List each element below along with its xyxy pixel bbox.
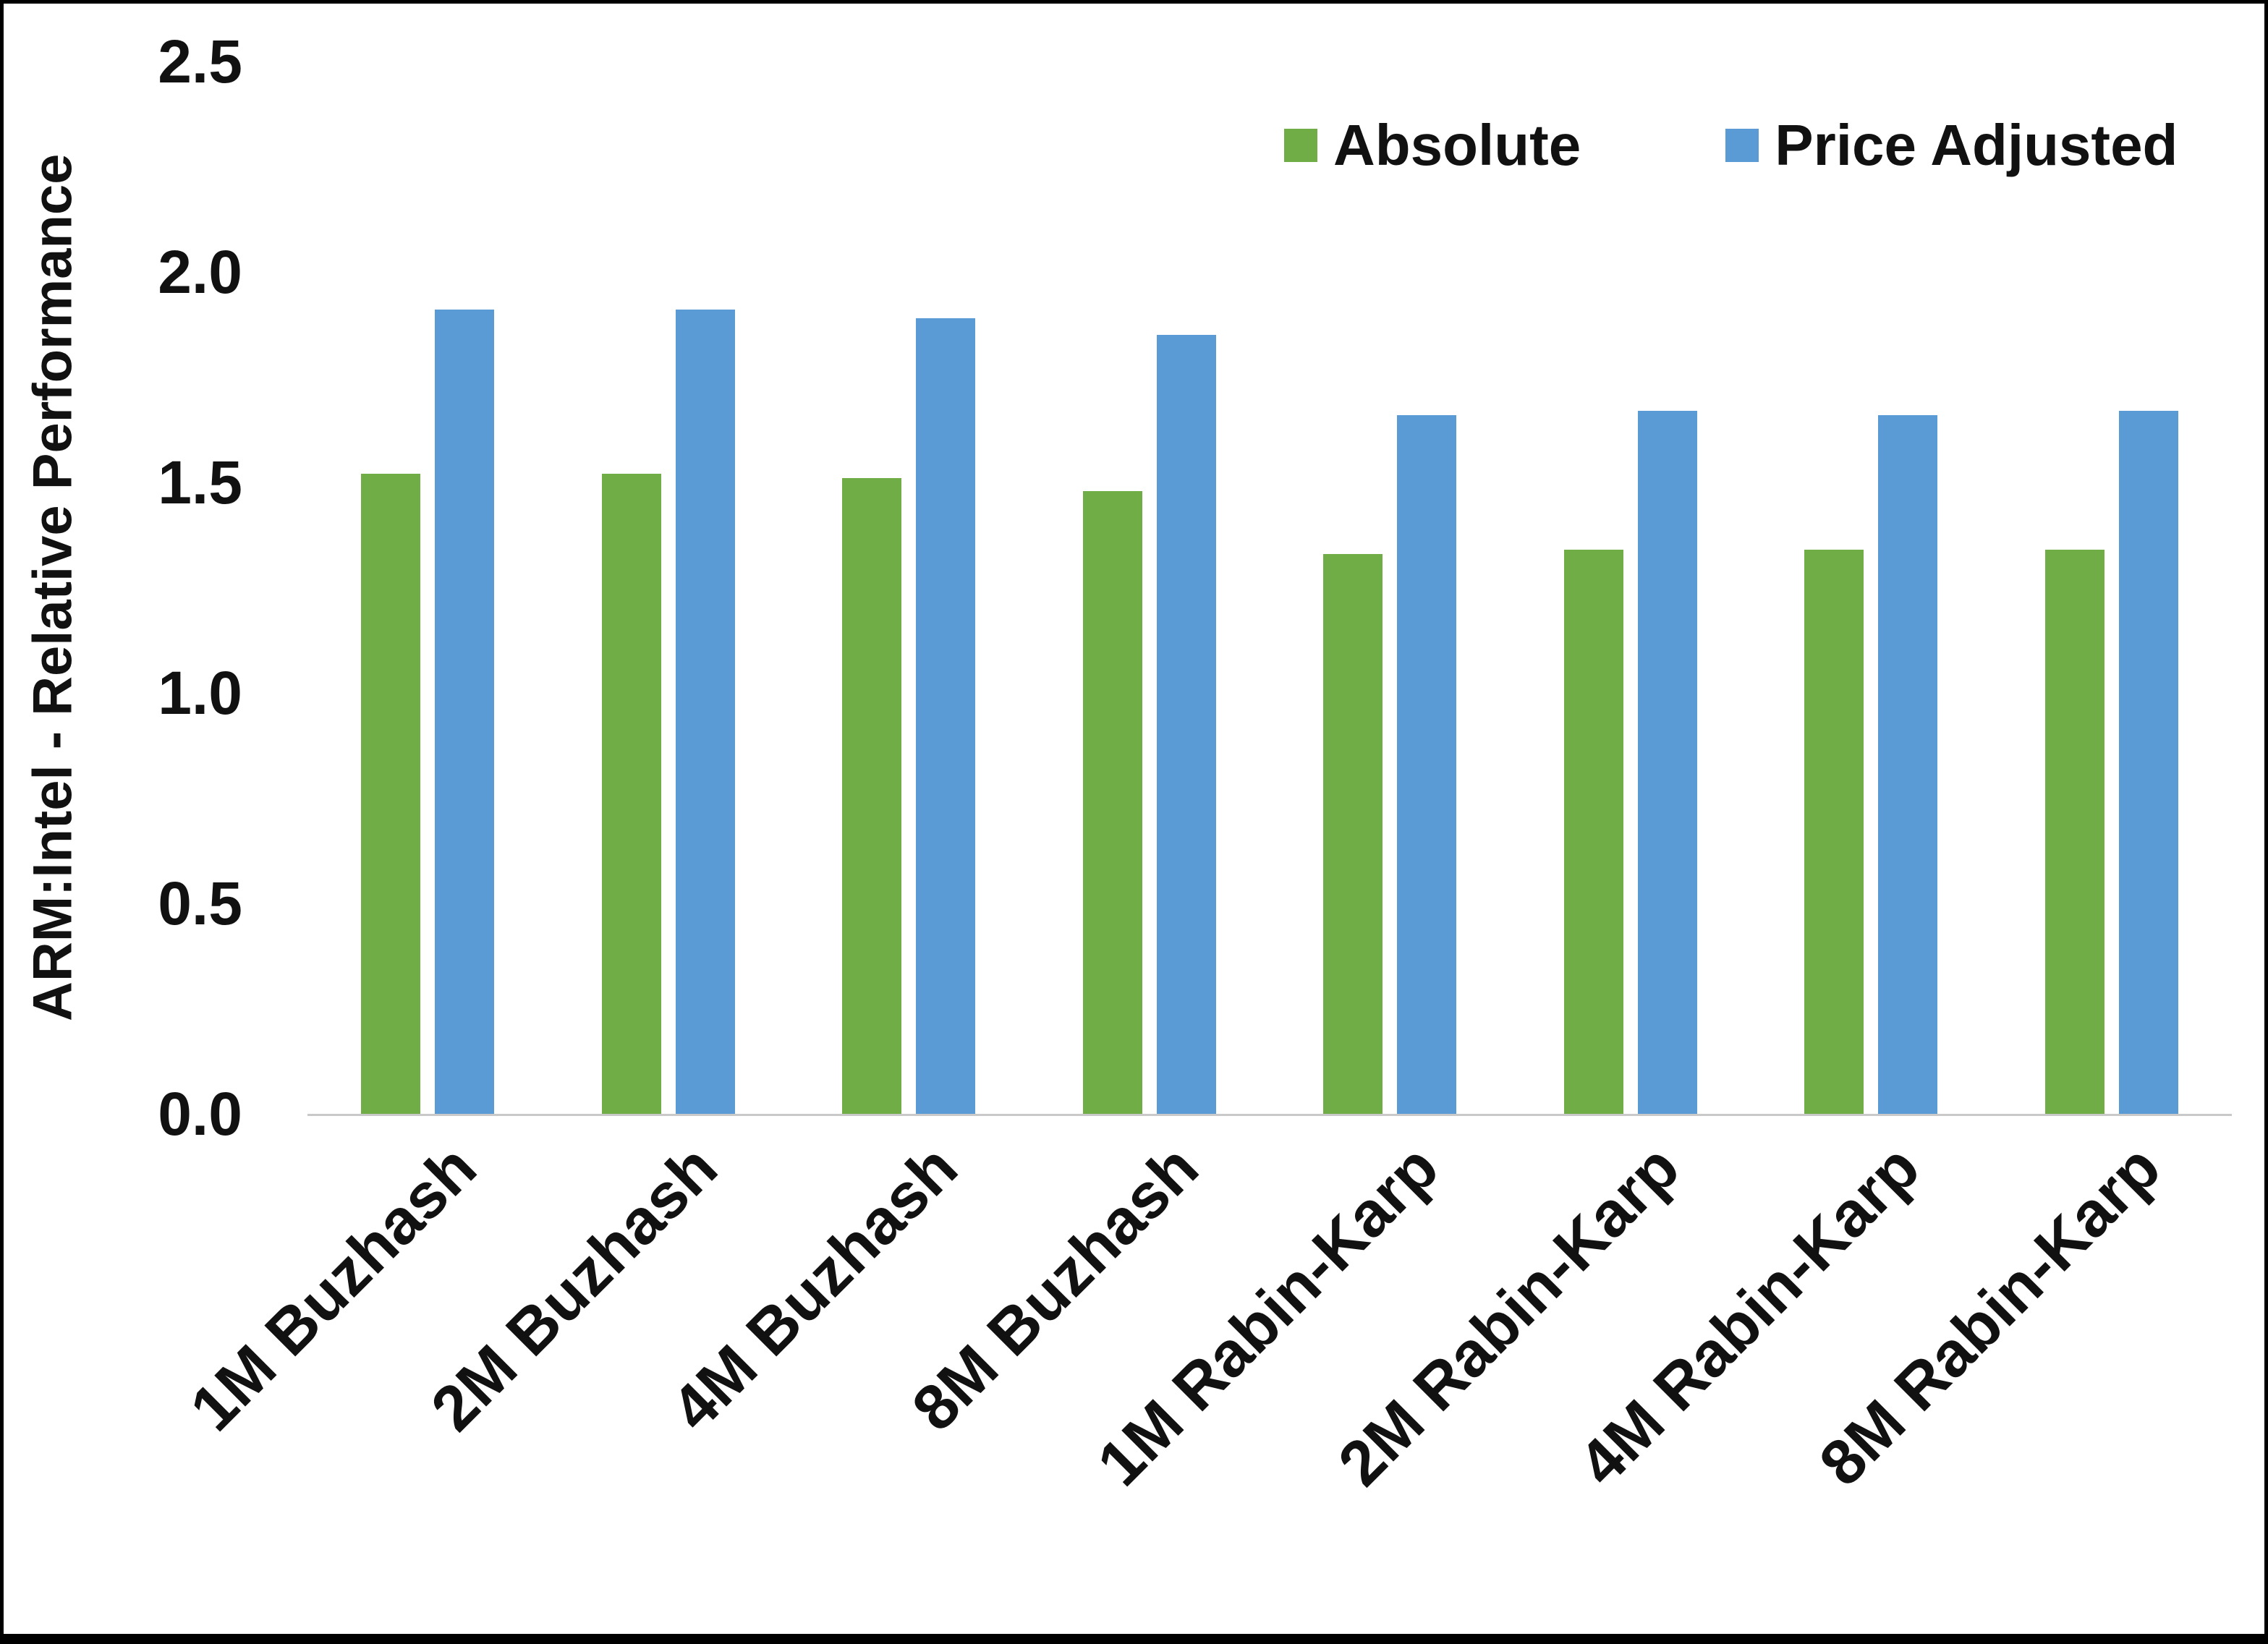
bar-price-adjusted bbox=[1637, 411, 1697, 1114]
y-axis-tick-label: 2.5 bbox=[158, 27, 242, 95]
bar-price-adjusted bbox=[1397, 415, 1457, 1114]
bar-price-adjusted bbox=[2118, 411, 2178, 1114]
x-axis-labels: 1M Buzhash 2M Buzhash 4M Buzhash 8M Buzhash… bbox=[177, 1114, 2232, 1634]
bar-absolute bbox=[361, 474, 421, 1114]
y-axis-tick-label: 1.5 bbox=[158, 448, 242, 516]
bar-price-adjusted bbox=[435, 310, 495, 1114]
bar-group-8m-rabin-karp bbox=[2044, 411, 2178, 1114]
bar-absolute bbox=[1082, 491, 1142, 1114]
y-axis-ticks: 0.0 0.5 1.0 1.5 2.0 2.5 bbox=[69, 31, 242, 1144]
bar-absolute bbox=[1563, 550, 1623, 1114]
bar-price-adjusted bbox=[916, 318, 976, 1114]
bar-absolute bbox=[842, 478, 902, 1114]
legend: Absolute Price Adjusted bbox=[1284, 112, 2178, 179]
bar-absolute bbox=[1323, 554, 1383, 1114]
legend-swatch-absolute bbox=[1284, 129, 1317, 162]
bar-group-4m-rabin-karp bbox=[1804, 415, 1938, 1114]
legend-label-price-adjusted: Price Adjusted bbox=[1775, 113, 2178, 177]
bar-price-adjusted bbox=[675, 310, 735, 1114]
bar-group-2m-rabin-karp bbox=[1563, 411, 1697, 1114]
bar-price-adjusted bbox=[1156, 335, 1216, 1114]
bar-group-4m-buzhash bbox=[842, 318, 976, 1114]
bar-absolute bbox=[2044, 550, 2105, 1114]
plot-area bbox=[307, 61, 2232, 1116]
bar-absolute bbox=[601, 474, 661, 1114]
y-axis-tick-label: 1.0 bbox=[158, 659, 242, 727]
y-axis-tick-label: 2.0 bbox=[158, 238, 242, 306]
legend-label-absolute: Absolute bbox=[1333, 113, 1581, 177]
legend-item-absolute: Absolute bbox=[1284, 112, 1581, 179]
y-axis-tick-label: 0.0 bbox=[158, 1080, 242, 1148]
legend-swatch-price-adjusted bbox=[1725, 129, 1759, 162]
bar-absolute bbox=[1804, 550, 1864, 1114]
bar-price-adjusted bbox=[1878, 415, 1938, 1114]
y-axis-tick-label: 0.5 bbox=[158, 869, 242, 937]
bar-group-2m-buzhash bbox=[601, 310, 735, 1114]
legend-item-price-adjusted: Price Adjusted bbox=[1725, 112, 2178, 179]
bar-group-1m-buzhash bbox=[361, 310, 495, 1114]
bar-group-1m-rabin-karp bbox=[1323, 415, 1457, 1114]
bar-group-8m-buzhash bbox=[1082, 335, 1216, 1114]
